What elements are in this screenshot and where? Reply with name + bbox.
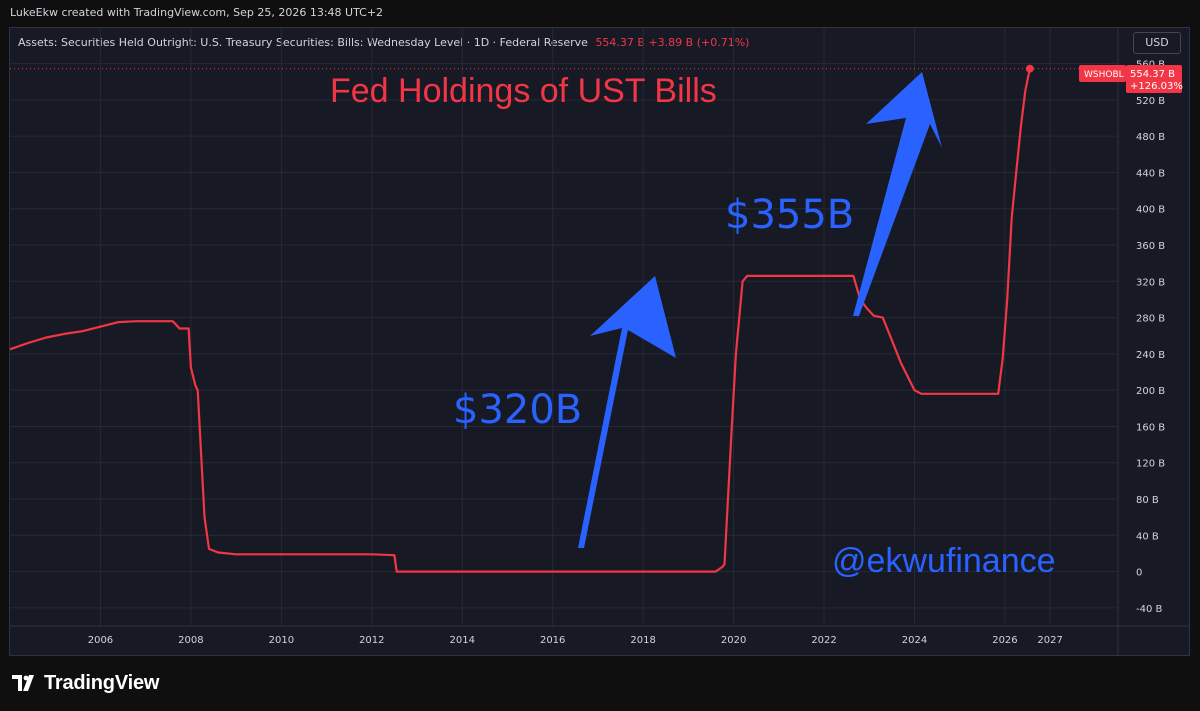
y-tick-label: 280 B (1136, 314, 1165, 325)
y-tick-label: 80 B (1136, 495, 1159, 506)
tradingview-logo-icon (12, 675, 34, 691)
label-320b: $320B (453, 387, 582, 433)
x-tick-label: 2008 (178, 635, 203, 646)
x-tick-label: 2016 (540, 635, 565, 646)
y-tick-label: 160 B (1136, 422, 1165, 433)
y-tick-label: 0 (1136, 568, 1142, 579)
price-tag-symbol-box (1079, 65, 1126, 82)
last-point-marker (1025, 64, 1034, 73)
x-tick-label: 2018 (630, 635, 655, 646)
author-line: LukeEkw created with TradingView.com, Se… (10, 6, 384, 19)
y-tick-label: 240 B (1136, 350, 1165, 361)
currency-button[interactable]: USD (1133, 32, 1181, 54)
series-layer (9, 64, 1034, 573)
y-tick-label: 200 B (1136, 386, 1165, 397)
y-tick-label: 40 B (1136, 531, 1159, 542)
price-tag-symbol: WSHOBL (1084, 70, 1124, 80)
arrow-2 (853, 72, 942, 316)
price-tag-value: 554.37 B (1130, 69, 1175, 80)
price-tag: WSHOBL 554.37 B +126.03% (1079, 65, 1183, 93)
y-tick-label: 440 B (1136, 168, 1165, 179)
price-tag-value-box (1126, 65, 1182, 93)
top-bar: LukeEkw created with TradingView.com, Se… (0, 0, 1200, 24)
series-line-WSHOBL (9, 68, 1031, 573)
label-355b: $355B (725, 192, 854, 238)
x-tick-label: 2010 (269, 635, 294, 646)
series-legend[interactable]: Assets: Securities Held Outright: U.S. T… (18, 36, 749, 49)
legend-values: 554.37 B +3.89 B (+0.71%) (595, 36, 750, 49)
arrow-1 (578, 276, 676, 548)
x-tick-label: 2006 (88, 635, 113, 646)
y-tick-label: 120 B (1136, 459, 1165, 470)
grid-layer (10, 28, 1118, 626)
x-tick-label: 2014 (450, 635, 475, 646)
x-tick-label: 2024 (902, 635, 927, 646)
x-tick-label: 2012 (359, 635, 384, 646)
x-tick-label: 2027 (1037, 635, 1062, 646)
y-tick-label: 320 B (1136, 277, 1165, 288)
x-tick-label: 2026 (992, 635, 1017, 646)
legend-title: Assets: Securities Held Outright: U.S. T… (18, 36, 588, 49)
y-tick-label: 520 B (1136, 96, 1165, 107)
price-tag-change: +126.03% (1130, 81, 1183, 92)
axis-layer: -40 B 0 40 B 80 B 120 B 160 B 200 B 240 B 280 B 3… (10, 28, 1190, 656)
tradingview-logo-text: TradingView (44, 671, 160, 694)
annotation-layer: Fed Holdings of UST Bills $320B $355B @e… (330, 72, 1056, 580)
chart-title: Fed Holdings of UST Bills (330, 72, 717, 110)
y-tick-label: 360 B (1136, 241, 1165, 252)
y-tick-label: 400 B (1136, 205, 1165, 216)
x-tick-label: 2022 (811, 635, 836, 646)
handle-watermark: @ekwufinance (832, 542, 1056, 580)
x-tick-label: 2020 (721, 635, 746, 646)
chart-frame[interactable] (9, 27, 1190, 656)
y-tick-label: 480 B (1136, 132, 1165, 143)
y-tick-label: -40 B (1136, 604, 1163, 615)
tradingview-logo[interactable]: TradingView (12, 670, 159, 696)
